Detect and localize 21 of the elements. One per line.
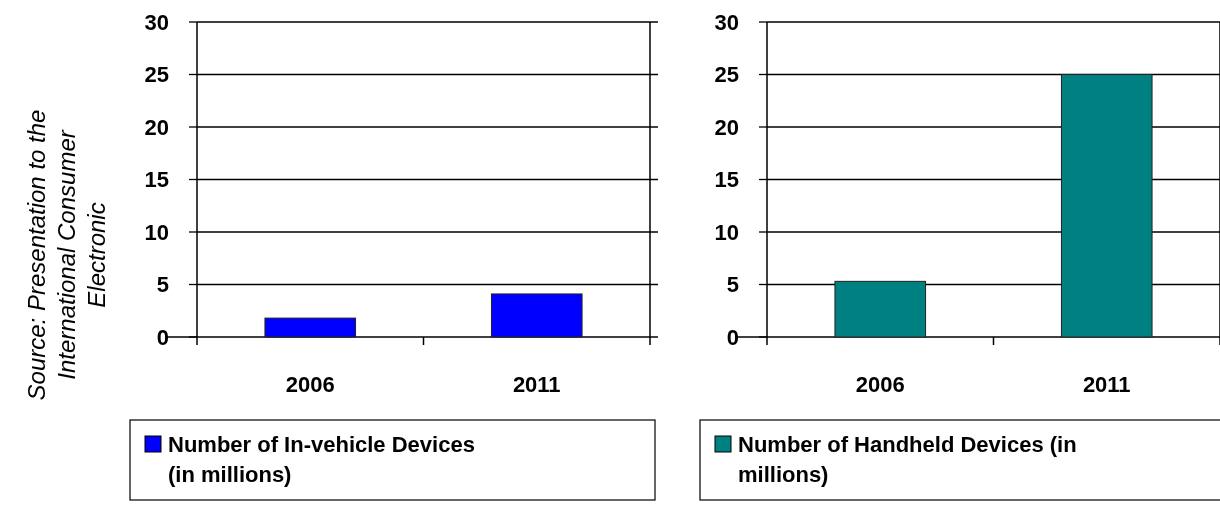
- legend-label: Number of Handheld Devices (in millions): [738, 432, 1077, 487]
- y-tick-label: 5: [156, 272, 169, 298]
- legend-label: Number of In-vehicle Devices (in millions): [168, 432, 475, 487]
- y-tick-label: 0: [726, 324, 739, 350]
- x-tick-label: 2011: [512, 372, 561, 397]
- y-tick-label: 15: [714, 167, 739, 193]
- y-tick-label: 10: [714, 219, 739, 245]
- x-tick-label: 2006: [855, 372, 905, 397]
- y-tick-label: 25: [714, 62, 739, 88]
- y-tick-label: 15: [144, 167, 169, 193]
- y-tick-label: 30: [144, 9, 169, 35]
- x-tick-label: 2011: [1082, 372, 1131, 397]
- y-tick-label: 30: [714, 9, 739, 35]
- y-tick-label: 0: [156, 324, 169, 350]
- y-tick-label: 10: [144, 219, 169, 245]
- y-tick-label: 20: [144, 114, 169, 140]
- y-tick-label: 20: [714, 114, 739, 140]
- x-tick-label: 2006: [285, 372, 335, 397]
- source-note: Source: Presentation to the International Consumer Electronic: [23, 109, 110, 401]
- y-tick-label: 5: [726, 272, 739, 298]
- y-tick-label: 25: [144, 62, 169, 88]
